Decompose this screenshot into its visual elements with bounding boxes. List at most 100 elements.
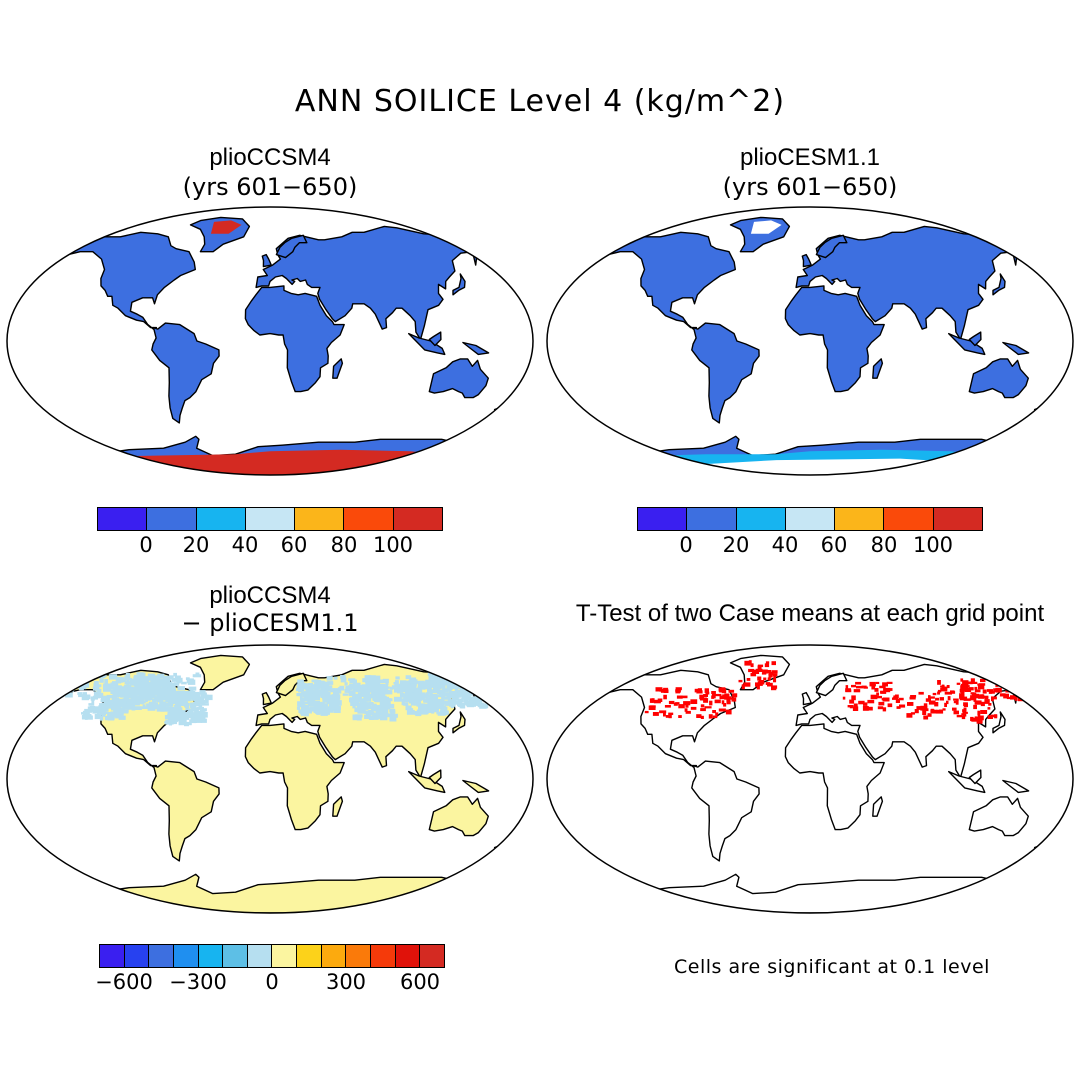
significant-cell: [923, 715, 929, 720]
negative-diff-cell: [140, 672, 146, 678]
negative-diff-cell: [97, 710, 104, 714]
significant-cell: [875, 681, 880, 684]
negative-diff-cell: [313, 707, 321, 714]
colorbar-swatch: [395, 945, 421, 967]
negative-diff-cell: [92, 709, 99, 714]
significant-cell: [1006, 696, 1012, 700]
negative-diff-cell: [167, 696, 175, 701]
colorbar-swatch: [198, 945, 224, 967]
negative-diff-cell: [363, 690, 371, 695]
significant-cell: [980, 678, 986, 683]
colorbar-swatch: [247, 945, 273, 967]
significant-cell: [1014, 696, 1018, 701]
land-scandinavia: [275, 234, 308, 259]
negative-diff-cell: [322, 684, 328, 688]
negative-diff-cell: [429, 681, 433, 686]
significant-cell: [677, 688, 681, 693]
negative-diff-cell: [81, 672, 88, 679]
negative-diff-cell: [372, 684, 381, 689]
significant-cell: [700, 704, 705, 708]
negative-diff-cell: [300, 699, 305, 705]
significant-cell: [987, 715, 993, 719]
negative-diff-cell: [455, 695, 459, 701]
significant-cell: [653, 699, 661, 704]
negative-diff-cell: [427, 688, 432, 692]
negative-diff-cell: [371, 708, 379, 712]
negative-diff-cell: [360, 694, 364, 698]
significant-cell: [711, 691, 716, 694]
significant-cell: [991, 696, 997, 700]
negative-diff-cell: [328, 705, 337, 710]
negative-diff-cell: [99, 678, 104, 683]
colorbar-tick-label: −600: [95, 970, 153, 994]
negative-diff-cell: [438, 683, 445, 689]
negative-diff-cell: [440, 706, 448, 711]
negative-diff-cell: [446, 681, 451, 688]
negative-diff-cell: [348, 690, 354, 694]
significant-cell: [922, 710, 927, 715]
map-border: [546, 644, 1074, 914]
negative-diff-cell: [452, 677, 460, 681]
negative-diff-cell: [169, 692, 178, 696]
significant-cell: [880, 690, 884, 694]
negative-diff-cell: [367, 678, 374, 683]
significant-cell: [867, 706, 873, 711]
negative-diff-cell: [192, 674, 202, 678]
negative-diff-cell: [139, 677, 146, 682]
significant-cell: [976, 719, 983, 724]
negative-diff-cell: [190, 702, 196, 707]
significant-cell: [855, 681, 862, 685]
significant-cell: [984, 696, 989, 700]
significant-cell: [990, 714, 998, 718]
negative-diff-cell: [360, 689, 366, 695]
negative-diff-cell: [193, 702, 198, 706]
negative-diff-cell: [153, 704, 161, 710]
negative-diff-cell: [179, 707, 183, 713]
negative-diff-cell: [333, 676, 338, 680]
significant-cell: [960, 685, 966, 690]
negative-diff-cell: [148, 686, 158, 690]
land-eurasia: [255, 225, 493, 341]
negative-diff-cell: [91, 700, 95, 706]
negative-diff-cell: [418, 687, 426, 690]
significant-cell: [724, 693, 730, 698]
negative-diff-cell: [110, 682, 114, 688]
land-australia: [428, 796, 489, 837]
negative-diff-cell: [159, 703, 164, 709]
significant-cell: [971, 717, 977, 722]
negative-diff-cell: [454, 688, 458, 693]
negative-diff-cell: [403, 696, 409, 700]
negative-diff-cell: [462, 678, 469, 684]
negative-diff-cell: [178, 701, 185, 707]
significant-cell: [718, 687, 726, 692]
significant-cell: [719, 695, 726, 700]
negative-diff-cell: [73, 681, 81, 684]
colorbar-swatch: [933, 508, 982, 530]
negative-diff-cell: [99, 715, 104, 721]
negative-diff-cell: [381, 715, 386, 720]
negative-diff-cell: [437, 685, 442, 690]
negative-diff-cell: [312, 695, 316, 700]
significant-cell: [888, 688, 893, 691]
negative-diff-cell: [152, 682, 156, 688]
significant-cell: [668, 714, 672, 719]
negative-diff-cell: [427, 690, 433, 695]
negative-diff-cell: [390, 714, 398, 718]
colorbar-swatch: [272, 945, 298, 967]
significant-cell: [704, 706, 712, 709]
negative-diff-cell: [188, 686, 197, 691]
negative-diff-cell: [296, 693, 302, 697]
negative-diff-cell: [188, 708, 192, 712]
negative-diff-cell: [377, 691, 386, 695]
negative-diff-cell: [437, 672, 446, 676]
negative-diff-cell: [115, 715, 123, 719]
significant-cell: [999, 693, 1006, 697]
negative-diff-cell: [335, 709, 339, 713]
colorbar-tick-label: 100: [372, 533, 414, 557]
significant-cell: [974, 700, 982, 705]
negative-diff-cell: [389, 708, 396, 713]
negative-diff-cell: [197, 696, 205, 701]
land-africa: [244, 285, 345, 393]
colorbar-swatch: [223, 945, 248, 967]
significant-cell: [991, 691, 995, 694]
